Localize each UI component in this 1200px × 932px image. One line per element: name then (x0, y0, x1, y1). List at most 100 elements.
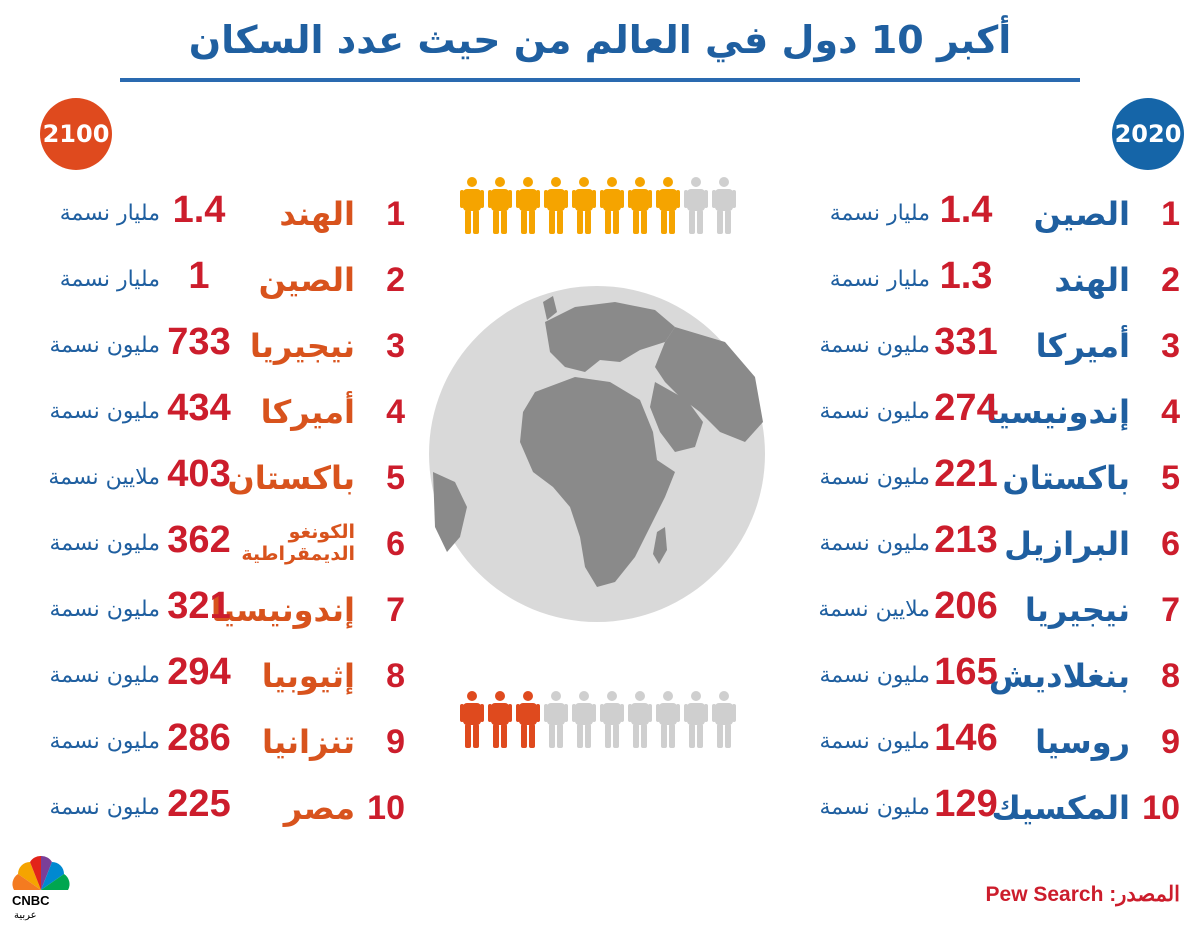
person-icon (488, 691, 512, 748)
population-unit: ملايين نسمة (818, 597, 930, 622)
year-badge-2020: 2020 (1112, 98, 1184, 170)
country-name: أميركا (260, 393, 355, 431)
person-icon (684, 177, 708, 234)
rank-number: 9 (386, 723, 405, 761)
population-value: 286 (167, 717, 231, 759)
ranking-row: 2 الهند 1.3 مليار نسمة (790, 255, 1190, 311)
person-icon (712, 177, 736, 234)
ranking-row: 6 الكونغو الديمقراطية 362 مليون نسمة (15, 519, 415, 575)
population-value: 733 (167, 321, 231, 363)
rank-number: 1 (386, 195, 405, 233)
person-icon (572, 177, 596, 234)
ranking-row: 8 إثيوبيا 294 مليون نسمة (15, 651, 415, 707)
person-icon (628, 691, 652, 748)
ranking-row: 8 بنغلاديش 165 مليون نسمة (790, 651, 1190, 707)
population-value: 362 (167, 519, 231, 561)
people-indicator-2020 (460, 176, 736, 234)
rank-number: 10 (367, 789, 405, 827)
population-unit: مليون نسمة (819, 729, 930, 754)
rank-number: 6 (386, 525, 405, 563)
ranking-row: 9 روسيا 146 مليون نسمة (790, 717, 1190, 773)
person-icon (544, 177, 568, 234)
population-value: 1.4 (939, 189, 993, 231)
rank-number: 5 (386, 459, 405, 497)
ranking-row: 9 تنزانيا 286 مليون نسمة (15, 717, 415, 773)
ranking-row: 7 نيجيريا 206 ملايين نسمة (790, 585, 1190, 641)
population-unit: مليون نسمة (49, 729, 160, 754)
country-name: البرازيل (1004, 525, 1130, 563)
population-value: 129 (934, 783, 998, 825)
people-indicator-2100 (460, 690, 736, 748)
population-unit: مليون نسمة (819, 333, 930, 358)
country-name: المكسيك (991, 789, 1130, 827)
population-value: 1.4 (172, 189, 226, 231)
rank-number: 2 (1161, 261, 1180, 299)
population-unit: مليون نسمة (49, 597, 160, 622)
ranking-row: 5 باكستان 221 مليون نسمة (790, 453, 1190, 509)
country-name: روسيا (1035, 723, 1130, 761)
population-value: 213 (934, 519, 998, 561)
ranking-row: 7 إندونيسيا 321 مليون نسمة (15, 585, 415, 641)
population-unit: مليار نسمة (829, 267, 930, 292)
person-icon (488, 177, 512, 234)
page-title: أكبر 10 دول في العالم من حيث عدد السكان (188, 18, 1012, 62)
person-icon (544, 691, 568, 748)
ranking-row: 2 الصين 1 مليار نسمة (15, 255, 415, 311)
country-name: باكستان (1002, 459, 1130, 497)
person-icon (656, 177, 680, 234)
country-name: إثيوبيا (261, 657, 355, 695)
country-name: أميركا (1035, 327, 1130, 365)
population-value: 165 (934, 651, 998, 693)
rank-number: 4 (386, 393, 405, 431)
rank-number: 6 (1161, 525, 1180, 563)
country-name: الصين (258, 261, 355, 299)
population-value: 225 (167, 783, 231, 825)
ranking-row: 10 مصر 225 مليون نسمة (15, 783, 415, 839)
population-value: 146 (934, 717, 998, 759)
population-value: 1.3 (939, 255, 993, 297)
logo-brand: CNBC (12, 893, 50, 908)
rank-number: 4 (1161, 393, 1180, 431)
population-unit: مليون نسمة (819, 663, 930, 688)
population-value: 331 (934, 321, 998, 363)
ranking-row: 3 نيجيريا 733 مليون نسمة (15, 321, 415, 377)
country-name: الهند (279, 195, 355, 233)
person-icon (684, 691, 708, 748)
rank-number: 8 (386, 657, 405, 695)
rank-number: 5 (1161, 459, 1180, 497)
population-unit: مليون نسمة (819, 465, 930, 490)
ranking-row: 1 الصين 1.4 مليار نسمة (790, 189, 1190, 245)
country-name: إندونيسيا (210, 591, 355, 629)
population-unit: مليون نسمة (49, 531, 160, 556)
country-name: الصين (1033, 195, 1130, 233)
person-icon (600, 177, 624, 234)
population-unit: مليار نسمة (59, 267, 160, 292)
population-unit: مليون نسمة (819, 795, 930, 820)
country-name: بنغلاديش (988, 657, 1130, 695)
population-unit: مليون نسمة (819, 531, 930, 556)
rank-number: 9 (1161, 723, 1180, 761)
population-unit: ملايين نسمة (48, 465, 160, 490)
cnbc-peacock-logo-icon (12, 855, 70, 890)
population-value: 294 (167, 651, 231, 693)
source-note: المصدر: Pew Search (985, 883, 1180, 906)
person-icon (516, 691, 540, 748)
rank-number: 10 (1142, 789, 1180, 827)
title-underline (120, 78, 1080, 82)
globe-icon (429, 286, 765, 622)
rank-number: 8 (1161, 657, 1180, 695)
population-value: 206 (934, 585, 998, 627)
rank-number: 3 (1161, 327, 1180, 365)
population-unit: مليون نسمة (49, 795, 160, 820)
population-unit: مليار نسمة (829, 201, 930, 226)
population-value: 403 (167, 453, 231, 495)
ranking-row: 3 أميركا 331 مليون نسمة (790, 321, 1190, 377)
country-name: الكونغو الديمقراطية (241, 521, 355, 565)
person-icon (712, 691, 736, 748)
ranking-row: 10 المكسيك 129 مليون نسمة (790, 783, 1190, 839)
country-name: نيجيريا (249, 327, 355, 365)
population-value: 1 (188, 255, 210, 297)
population-value: 434 (167, 387, 231, 429)
person-icon (600, 691, 624, 748)
person-icon (460, 691, 484, 748)
